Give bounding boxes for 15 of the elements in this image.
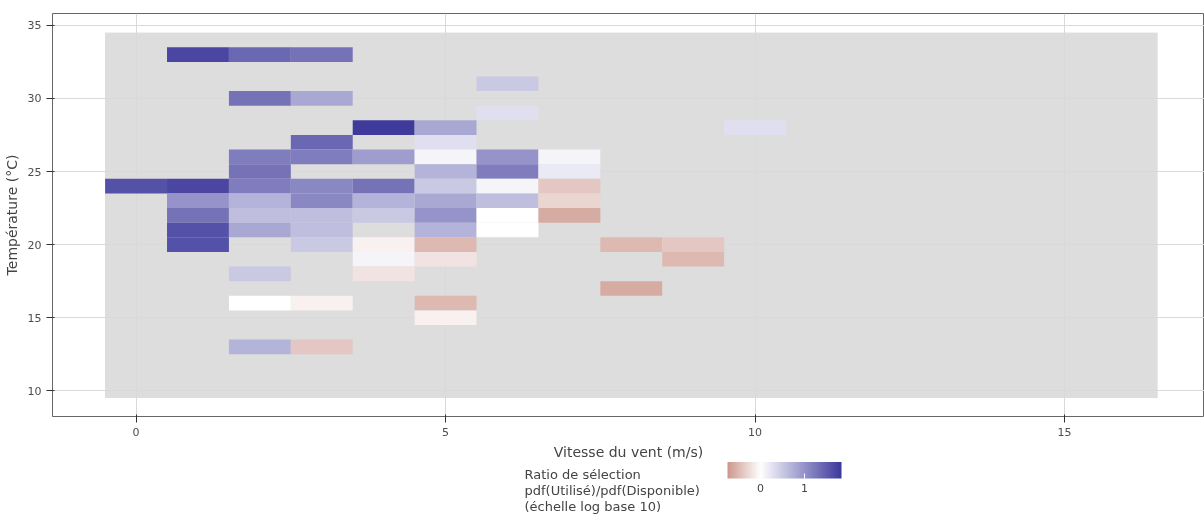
y-tick-label: 30 xyxy=(27,92,42,106)
color-bar-label: 0 xyxy=(757,481,765,495)
x-tick-label: 0 xyxy=(132,425,140,439)
x-tick-label: 15 xyxy=(1057,425,1072,439)
y-axis-title: Température (°C) xyxy=(3,154,20,277)
y-tick-label: 10 xyxy=(27,384,42,398)
x-tick-label: 5 xyxy=(442,425,450,439)
x-axis-title: Vitesse du vent (m/s) xyxy=(553,443,704,460)
color-bar-label: 1 xyxy=(801,481,809,495)
y-tick-label: 20 xyxy=(27,238,42,252)
x-tick-label: 10 xyxy=(748,425,763,439)
y-tick-label: 35 xyxy=(27,19,42,33)
color-bar-title: Ratio de sélection pdf(Utilisé)/pdf(Disponible) (échelle log base 10) xyxy=(524,467,700,514)
y-tick-label: 25 xyxy=(27,165,42,179)
y-tick-label: 15 xyxy=(27,311,42,325)
